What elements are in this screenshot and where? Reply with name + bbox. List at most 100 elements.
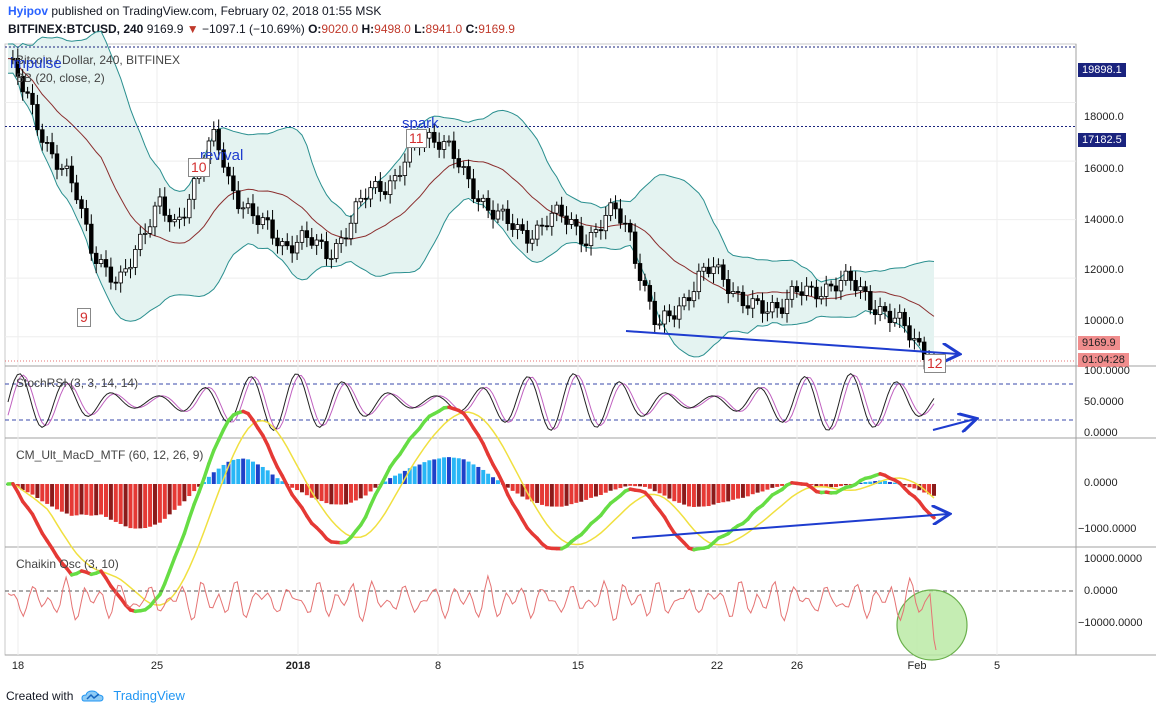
macd-histogram-bar <box>696 484 701 507</box>
candle-body <box>378 181 383 192</box>
candle-body <box>564 215 569 225</box>
macd-histogram-bar <box>613 484 618 490</box>
macd-title[interactable]: CM_Ult_MacD_MTF (60, 12, 26, 9) <box>16 448 204 462</box>
candle-body <box>44 142 50 144</box>
candle-body <box>476 198 481 202</box>
bb-upper-band <box>7 30 935 283</box>
wave-count-11[interactable]: 11 <box>406 129 427 148</box>
candle-body <box>848 270 853 281</box>
publisher-name[interactable]: Hyipov <box>8 4 49 18</box>
macd-line-segment <box>496 471 505 485</box>
candle-body <box>98 259 104 264</box>
high-label: H: <box>361 22 375 36</box>
candle-body <box>554 204 559 214</box>
candle-body <box>740 291 746 307</box>
macd-histogram-bar <box>74 484 79 516</box>
tradingview-brand-link[interactable]: TradingView <box>113 688 185 703</box>
candle-body <box>897 311 902 319</box>
macd-histogram-bar <box>667 484 672 499</box>
candle-body <box>824 283 829 297</box>
macd-histogram-bar <box>113 484 118 522</box>
macd-line-segment <box>177 531 187 548</box>
macd-histogram-bar <box>299 484 304 493</box>
candle-body <box>133 249 138 268</box>
macd-histogram-bar <box>456 458 461 484</box>
candle-body <box>221 149 226 168</box>
candle-body <box>15 57 20 77</box>
revival-annotation[interactable]: revival <box>200 147 244 164</box>
macd-histogram-bar <box>344 484 349 505</box>
macd-histogram-bar <box>206 476 211 484</box>
candle-body <box>93 252 99 264</box>
candle-body <box>113 281 118 284</box>
macd-tick-0: 0.0000 <box>1084 477 1118 489</box>
low-label: L: <box>414 22 426 36</box>
candle-body <box>299 230 305 243</box>
macd-histogram-bar <box>162 484 167 519</box>
stochrsi-title[interactable]: StochRSI (3, 3, 14, 14) <box>16 376 139 390</box>
macd-histogram-bar <box>304 484 309 496</box>
macd-histogram-bar <box>348 484 353 503</box>
time-tick-22: 22 <box>710 660 724 672</box>
impulse-annotation[interactable]: impulse <box>10 55 62 72</box>
wave-count-12[interactable]: 12 <box>924 354 946 373</box>
candle-body <box>843 270 849 281</box>
macd-histogram-bar <box>824 484 829 487</box>
candle-body <box>270 219 275 239</box>
macd-histogram-bar <box>584 484 589 500</box>
candle-body <box>735 291 741 293</box>
candle-body <box>686 297 692 302</box>
macd-histogram-bar <box>314 484 319 500</box>
candle-body <box>329 258 334 260</box>
macd-histogram-bar <box>226 461 231 484</box>
candle-body <box>30 92 35 105</box>
candle-body <box>25 91 30 94</box>
candle-body <box>402 161 408 176</box>
macd-histogram-bar <box>103 484 108 517</box>
macd-histogram-bar <box>579 484 584 502</box>
candle-body <box>882 306 888 312</box>
publish-info: Hyipov published on TradingView.com, Feb… <box>8 4 381 18</box>
macd-histogram-bar <box>295 484 300 491</box>
chaikin-title[interactable]: Chaikin Osc (3, 10) <box>16 557 119 571</box>
macd-histogram-bar <box>623 484 628 487</box>
macd-histogram-bar <box>687 484 692 507</box>
macd-line-segment <box>363 503 373 519</box>
macd-histogram-bar <box>123 484 128 527</box>
macd-line-segment <box>270 455 280 470</box>
macd-histogram-bar <box>451 457 456 484</box>
macd-histogram-bar <box>324 484 329 504</box>
bb-indicator-label[interactable]: BB (20, close, 2) <box>16 71 105 85</box>
candle-body <box>515 224 520 230</box>
candle-body <box>353 201 359 224</box>
chaikin-line <box>7 573 937 651</box>
candle-body <box>432 131 437 143</box>
macd-histogram-bar <box>814 484 819 487</box>
wave-count-10[interactable]: 10 <box>188 158 210 177</box>
spark-annotation[interactable]: spark <box>402 115 439 132</box>
macd-histogram-bar <box>260 466 265 484</box>
macd-histogram-bar <box>353 484 358 501</box>
time-tick-5: 5 <box>993 660 1001 672</box>
candle-body <box>20 75 25 93</box>
macd-histogram-bar <box>265 470 270 484</box>
macd-histogram-bar <box>148 484 153 527</box>
macd-histogram-bar <box>780 484 785 486</box>
candle-body <box>598 229 604 232</box>
macd-histogram-bar <box>35 484 40 498</box>
macd-line-segment <box>35 522 45 536</box>
macd-line-segment <box>30 512 40 526</box>
bb-fill <box>8 31 934 372</box>
macd-histogram-bar <box>69 484 74 516</box>
macd-histogram-bar <box>574 484 579 503</box>
macd-histogram-bar <box>250 461 255 484</box>
macd-line-segment <box>368 492 378 508</box>
macd-histogram-bar <box>363 484 368 496</box>
candle-body <box>211 129 216 142</box>
macd-histogram-bar <box>388 478 393 484</box>
wave-count-9[interactable]: 9 <box>77 308 91 327</box>
macd-line-segment <box>192 490 201 506</box>
macd-line-segment <box>216 427 226 442</box>
candle-body <box>74 182 79 201</box>
